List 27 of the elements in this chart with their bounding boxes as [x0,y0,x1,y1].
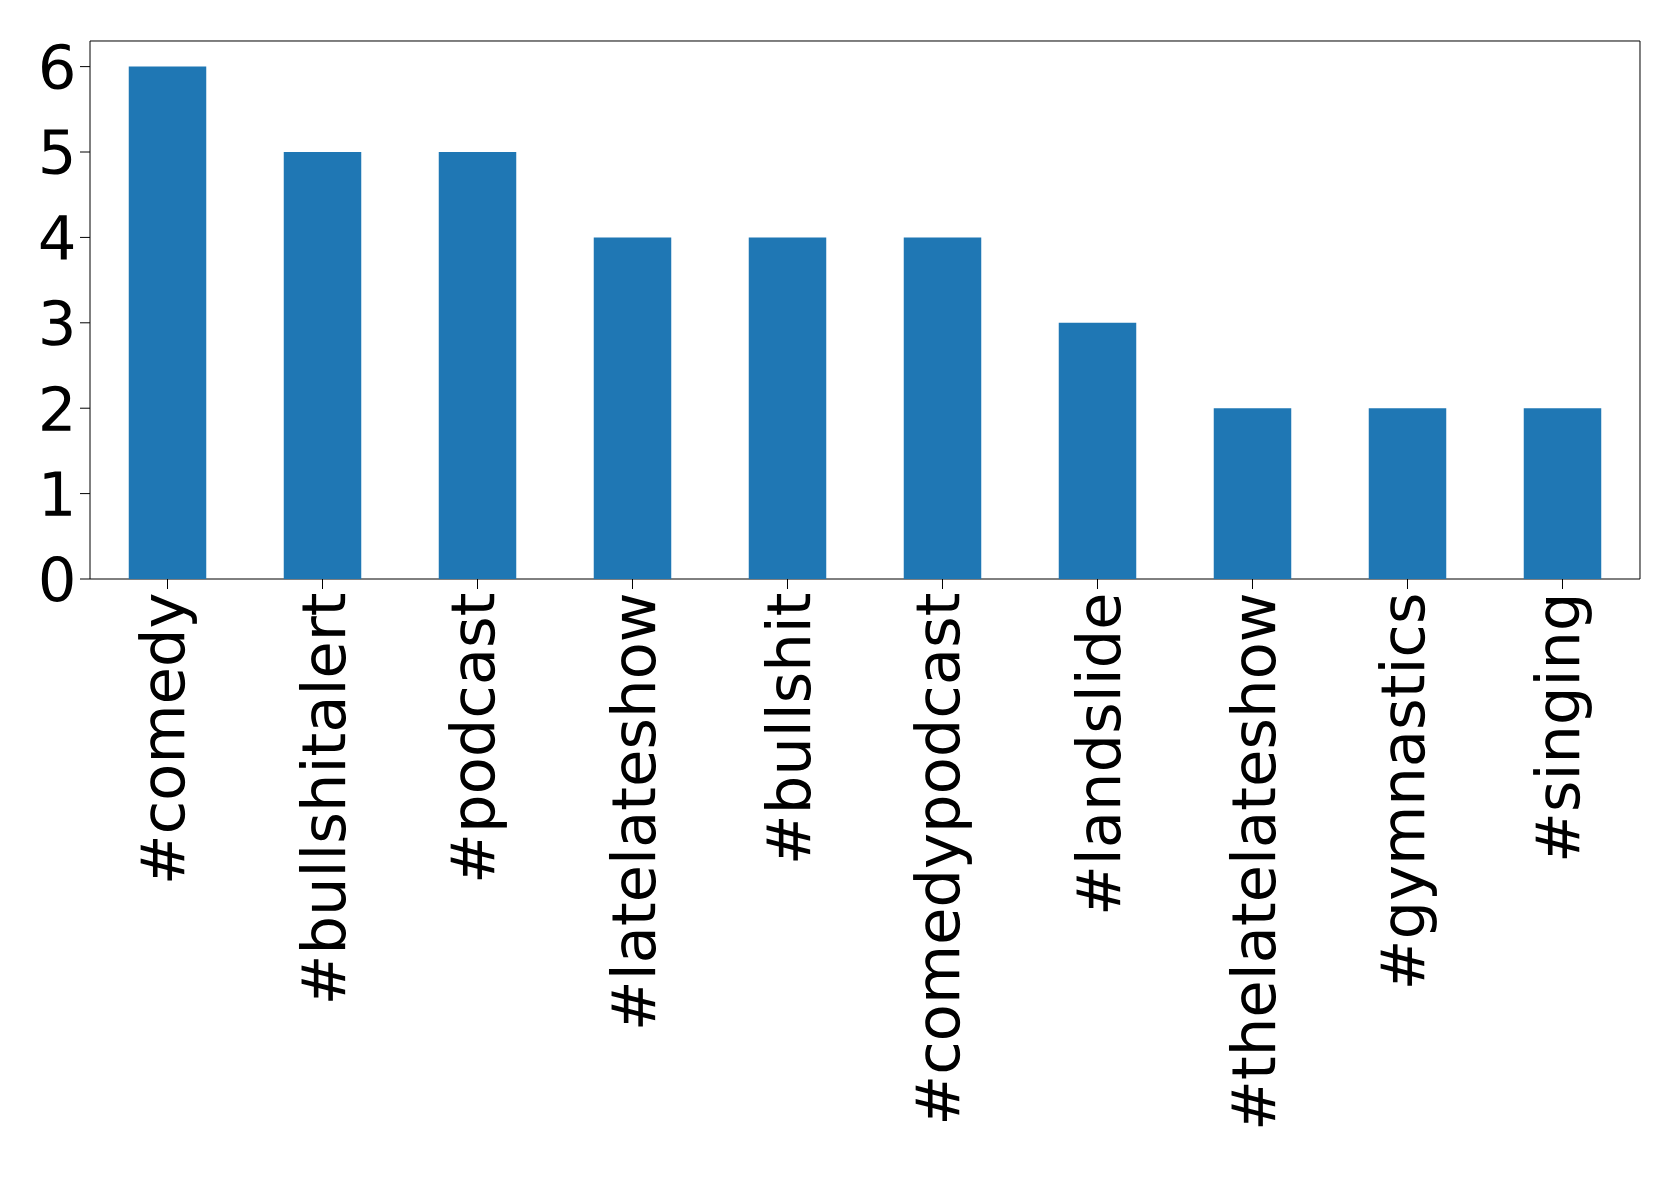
y-tick-label: 1 [44,471,71,516]
x-tick-label: #singing [1533,597,1592,859]
bar [128,66,207,579]
x-tick-label: #podcast [448,593,507,880]
y-tick-label: 3 [42,299,72,346]
bar [1523,408,1602,579]
y-tick-label: 4 [40,215,74,260]
x-tick-label: #latelateshow [608,595,657,1027]
y-tick-label: 6 [42,43,73,90]
x-tick-label: #landslide [1073,595,1122,912]
bar [593,237,672,579]
y-tick-label: 5 [42,129,72,175]
y-tick-label: 0 [41,556,73,602]
x-tick-label: #comedypodcast [913,593,972,1121]
bar [903,237,982,579]
bar [748,237,827,579]
bar [1058,322,1137,579]
x-tick-label: #thelatelateshow [1228,595,1277,1127]
bar [1213,408,1292,579]
y-tick-label: 2 [42,385,71,431]
bar [1368,408,1447,579]
x-tick-label: #comedy [138,594,197,881]
x-tick-label: #bullshitalert [298,593,347,1001]
bar [283,152,362,579]
x-tick-label: #gymnastics [1378,595,1437,986]
x-tick-label: #bullshit [763,593,812,861]
bar [438,152,517,579]
